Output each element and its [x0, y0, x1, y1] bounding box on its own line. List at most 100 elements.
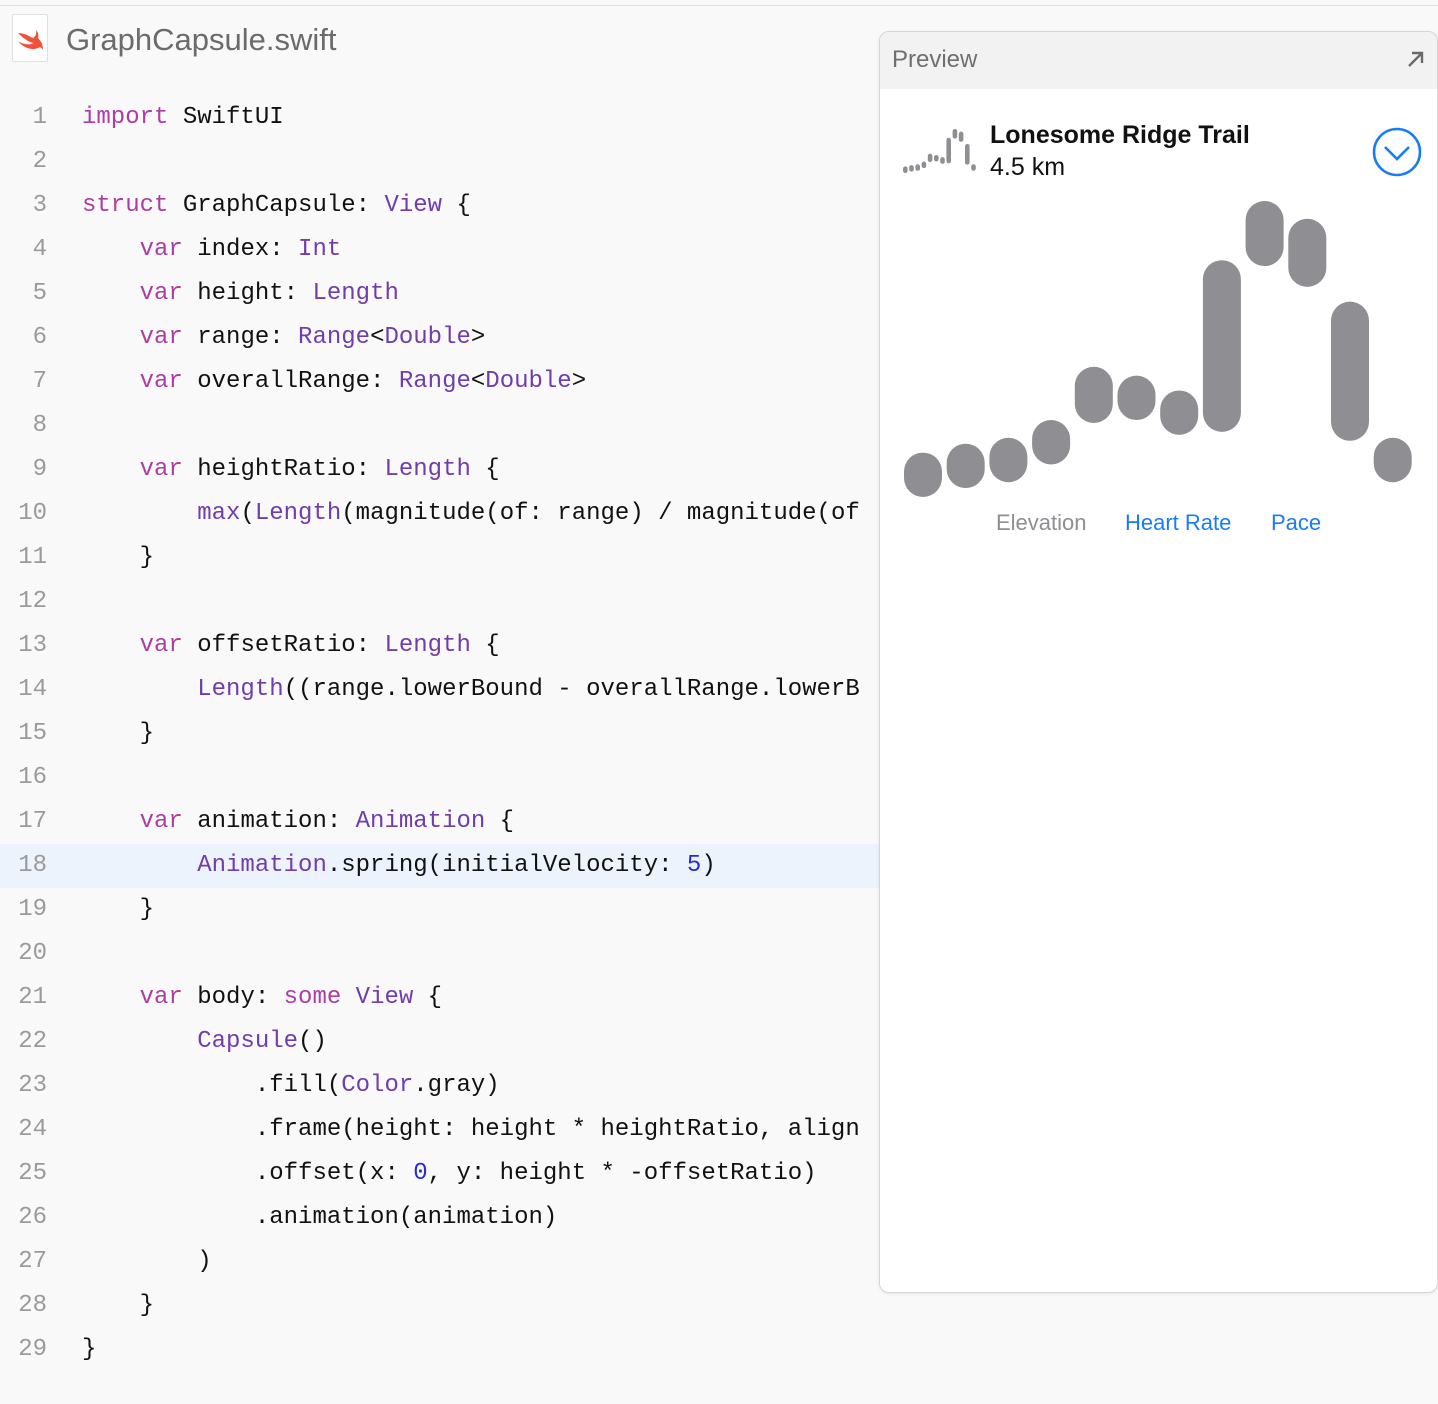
elevation-capsule: [989, 437, 1028, 483]
code-token: .spring(initialVelocity:: [326, 852, 687, 879]
code-token: some: [283, 984, 342, 1011]
code-line[interactable]: 18 Animation.spring(initialVelocity: 5): [0, 844, 880, 888]
code-line[interactable]: 13 var offsetRatio: Length {: [0, 624, 880, 668]
code-token: {: [470, 456, 500, 483]
code-token: Animation: [355, 808, 486, 835]
code-line[interactable]: 7 var overallRange: Range<Double>: [0, 360, 880, 404]
trail-name: Lonesome Ridge Trail: [990, 121, 1250, 149]
thumbnail-capsule: [934, 154, 939, 162]
code-line[interactable]: 10 max(Length(magnitude(of: range) / mag…: [0, 492, 880, 536]
code-token: overallRange:: [182, 368, 399, 395]
elevation-capsule: [904, 452, 942, 497]
code-token: var: [139, 236, 183, 263]
line-number: 3: [32, 192, 47, 219]
code-line[interactable]: 20: [0, 932, 880, 976]
code-line[interactable]: 22 Capsule(): [0, 1020, 880, 1064]
code-line[interactable]: 17 var animation: Animation {: [0, 800, 880, 844]
line-code: }: [82, 1284, 154, 1328]
line-code: var index: Int: [82, 228, 342, 272]
code-token: [82, 456, 140, 483]
code-token: .offset(x:: [82, 1160, 414, 1187]
code-token: [82, 676, 197, 703]
line-code: .offset(x: 0, y: height * -offsetRatio): [82, 1152, 817, 1196]
thumbnail-capsule: [965, 143, 970, 165]
line-code: var animation: Animation {: [82, 800, 514, 844]
code-token: }: [82, 720, 155, 747]
code-line[interactable]: 3 struct GraphCapsule: View {: [0, 184, 880, 228]
code-line[interactable]: 9 var heightRatio: Length {: [0, 448, 880, 492]
code-token: Length: [254, 500, 342, 527]
line-number: 10: [18, 500, 47, 527]
code-line[interactable]: 19 }: [0, 888, 880, 932]
line-code: var heightRatio: Length {: [82, 448, 500, 492]
code-line[interactable]: 28 }: [0, 1284, 880, 1328]
line-number: 18: [18, 852, 47, 879]
line-code: import SwiftUI: [82, 96, 284, 140]
code-token: (magnitude(of: range) / magnitude(of: [341, 500, 860, 527]
thumbnail-capsule: [971, 164, 976, 171]
line-number: 6: [32, 324, 47, 351]
code-line[interactable]: 5 var height: Length: [0, 272, 880, 316]
line-number: 11: [18, 544, 47, 571]
line-number: 15: [18, 720, 47, 747]
code-editor[interactable]: 1 import SwiftUI 2 3 struct GraphCapsule: Vi…: [0, 96, 880, 1372]
code-token: 5: [686, 852, 702, 879]
code-line[interactable]: 21 var body: some View {: [0, 976, 880, 1020]
elevation-capsule: [1202, 260, 1241, 432]
code-token: , y: height * -offsetRatio): [427, 1160, 817, 1187]
code-token: {: [470, 632, 500, 659]
line-code: }: [82, 1328, 96, 1372]
chevron-down-circle-icon[interactable]: [1371, 126, 1423, 178]
code-token: {: [485, 808, 515, 835]
code-token: [82, 852, 197, 879]
code-token: (): [298, 1028, 327, 1055]
code-line[interactable]: 26 .animation(animation): [0, 1196, 880, 1240]
code-line[interactable]: 24 .frame(height: height * heightRatio, …: [0, 1108, 880, 1152]
code-token: .fill(: [82, 1072, 342, 1099]
code-token: View: [355, 984, 414, 1011]
elevation-capsule: [1331, 301, 1369, 441]
line-code: .animation(animation): [82, 1196, 557, 1240]
code-token: >: [470, 324, 486, 351]
code-token: var: [139, 984, 183, 1011]
code-token: View: [384, 192, 443, 219]
tab-heart-rate[interactable]: Heart Rate: [1125, 510, 1232, 535]
code-token: var: [139, 368, 183, 395]
code-token: var: [139, 324, 183, 351]
arrow-up-right-icon[interactable]: [1405, 48, 1427, 70]
code-line[interactable]: 1 import SwiftUI: [0, 96, 880, 140]
line-code: ): [82, 1240, 212, 1284]
code-line[interactable]: 14 Length((range.lowerBound - overallRan…: [0, 668, 880, 712]
code-line[interactable]: 11 }: [0, 536, 880, 580]
code-token: SwiftUI: [168, 104, 284, 131]
code-line[interactable]: 23 .fill(Color.gray): [0, 1064, 880, 1108]
code-token: offsetRatio:: [182, 632, 385, 659]
line-number: 5: [32, 280, 47, 307]
line-code: max(Length(magnitude(of: range) / magnit…: [82, 492, 860, 536]
line-code: Capsule(): [82, 1020, 327, 1064]
code-line[interactable]: 6 var range: Range<Double>: [0, 316, 880, 360]
trail-thumbnail-icon: [903, 129, 976, 173]
code-token: }: [82, 1336, 97, 1363]
code-line[interactable]: 2: [0, 140, 880, 184]
line-number: 25: [18, 1160, 47, 1187]
code-line[interactable]: 29}: [0, 1328, 880, 1372]
line-code: Animation.spring(initialVelocity: 5): [82, 844, 716, 888]
code-token: [341, 984, 355, 1011]
code-token: ): [82, 1248, 212, 1275]
code-token: [82, 324, 140, 351]
tab-pace[interactable]: Pace: [1271, 510, 1322, 535]
code-line[interactable]: 25 .offset(x: 0, y: height * -offsetRati…: [0, 1152, 880, 1196]
code-line[interactable]: 4 var index: Int: [0, 228, 880, 272]
tab-elevation[interactable]: Elevation: [996, 510, 1087, 535]
code-line[interactable]: 16: [0, 756, 880, 800]
code-line[interactable]: 15 }: [0, 712, 880, 756]
code-token: Range: [398, 368, 471, 395]
code-line[interactable]: 12: [0, 580, 880, 624]
elevation-capsule: [1373, 437, 1412, 483]
code-line[interactable]: 8: [0, 404, 880, 448]
line-code: var height: Length: [82, 272, 399, 316]
code-token: [82, 280, 140, 307]
code-line[interactable]: 27 ): [0, 1240, 880, 1284]
thumbnail-capsule: [946, 137, 951, 164]
